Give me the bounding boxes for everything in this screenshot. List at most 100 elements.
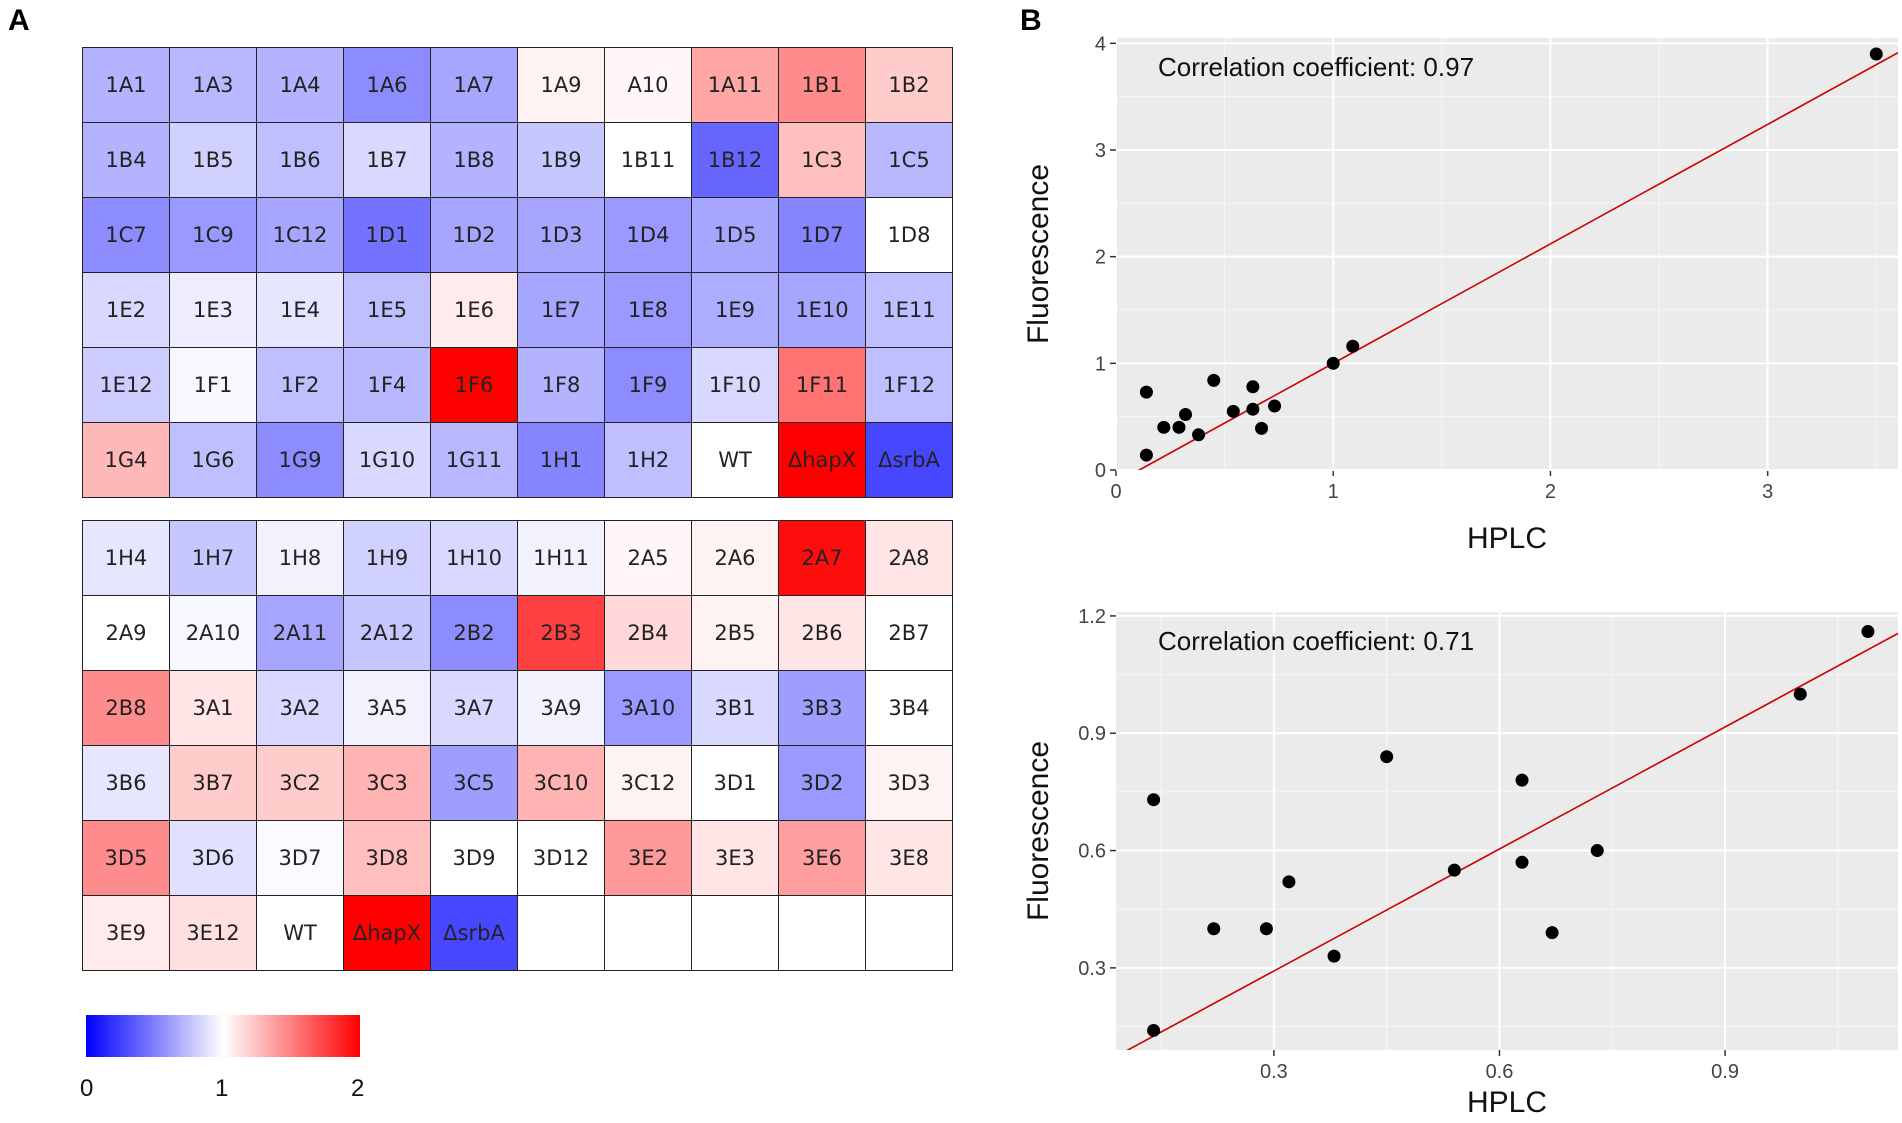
heatmap-cell: 1B8 (430, 122, 518, 198)
heatmap-cell: 3E6 (778, 820, 866, 896)
heatmap-cell (604, 895, 692, 971)
heatmap-cell: 3D12 (517, 820, 605, 896)
data-point (1793, 687, 1807, 701)
x-tick-label: 0 (1110, 481, 1121, 503)
heatmap-cell: 3C3 (343, 745, 431, 821)
x-tick-label: 0.6 (1486, 1061, 1514, 1083)
heatmap-cell: 1D1 (343, 197, 431, 273)
data-point (1246, 402, 1260, 416)
data-point (1246, 380, 1260, 394)
heatmap-cell: 1F12 (865, 347, 953, 423)
heatmap-row: 1E2 1E3 1E4 1E5 1E6 1E7 1E8 1E9 1E10 1E11 (82, 272, 953, 348)
heatmap-cell: 3A10 (604, 670, 692, 746)
heatmap-cell: 1G6 (169, 422, 257, 498)
heatmap-cell: 1C3 (778, 122, 866, 198)
heatmap-cell: 1H2 (604, 422, 692, 498)
heatmap-cell: WT (256, 895, 344, 971)
heatmap-cell: 1B12 (691, 122, 779, 198)
heatmap-cell: 1H8 (256, 520, 344, 596)
heatmap-cell: 2A12 (343, 595, 431, 671)
data-point (1207, 373, 1221, 387)
heatmap-cell: 1H4 (82, 520, 170, 596)
heatmap-top: 1A1 1A3 1A4 1A6 1A7 1A9 A10 1A11 1B1 1B2 1B4 1B5 1B6… (82, 47, 953, 498)
heatmap-cell: 3A5 (343, 670, 431, 746)
heatmap-cell: 1D4 (604, 197, 692, 273)
heatmap-cell: 2B8 (82, 670, 170, 746)
heatmap-cell (517, 895, 605, 971)
heatmap-row: 2B8 3A1 3A2 3A5 3A7 3A9 3A10 3B1 3B3 3B4 (82, 670, 953, 746)
data-point (1139, 448, 1153, 462)
y-tick-label: 0.3 (1078, 958, 1106, 980)
heatmap-cell: 3C12 (604, 745, 692, 821)
data-point (1346, 339, 1360, 353)
scatter-plot-2: 0.3 0.6 0.9 0.3 0.6 0.9 1.2 Correlation coeffic… (1022, 606, 1898, 1119)
x-tick-label: 0.3 (1260, 1061, 1288, 1083)
data-point (1590, 844, 1604, 858)
heatmap-cell: 3D7 (256, 820, 344, 896)
data-point (1207, 922, 1221, 936)
heatmap-cell: 2A11 (256, 595, 344, 671)
heatmap-cell: 1E10 (778, 272, 866, 348)
colorbar-tick-1: 1 (215, 1075, 229, 1102)
data-point (1447, 863, 1461, 877)
x-axis-label: HPLC (1467, 522, 1547, 555)
fit-line (1126, 632, 1898, 1050)
heatmap-cell: 1B11 (604, 122, 692, 198)
data-point (1515, 773, 1529, 787)
data-point (1157, 420, 1171, 434)
fit-line (1137, 52, 1898, 470)
x-axis-label: HPLC (1467, 1086, 1547, 1119)
heatmap-cell: 3D9 (430, 820, 518, 896)
heatmap-cell: 1E7 (517, 272, 605, 348)
heatmap-cell: 2A9 (82, 595, 170, 671)
x-tick-label: 3 (1762, 481, 1773, 503)
heatmap-cell: 3B1 (691, 670, 779, 746)
data-point (1869, 47, 1883, 61)
x-tick-label: 0.9 (1711, 1061, 1739, 1083)
heatmap-cell: 1E6 (430, 272, 518, 348)
heatmap-cell: 1B6 (256, 122, 344, 198)
heatmap-cell: 1E3 (169, 272, 257, 348)
data-point (1268, 399, 1282, 413)
heatmap-row: 1E12 1F1 1F2 1F4 1F6 1F8 1F9 1F10 1F11 1F12 (82, 347, 953, 423)
heatmap-cell (865, 895, 953, 971)
heatmap-cell (778, 895, 866, 971)
colorbar-tick-2: 2 (351, 1075, 365, 1102)
heatmap-cell (691, 895, 779, 971)
heatmap-cell: 1H10 (430, 520, 518, 596)
heatmap-cell: 3D6 (169, 820, 257, 896)
heatmap-row: 1H4 1H7 1H8 1H9 1H10 1H11 2A5 2A6 2A7 2A8 (82, 520, 953, 596)
plot-background (1116, 612, 1898, 1050)
heatmap-cell: ΔhapX (343, 895, 431, 971)
heatmap-cell: 1A9 (517, 47, 605, 123)
heatmap-cell: 1C5 (865, 122, 953, 198)
heatmap-cell: 1H9 (343, 520, 431, 596)
heatmap-cell: 1B5 (169, 122, 257, 198)
y-tick-label: 4 (1095, 33, 1106, 55)
heatmap-cell: 1E11 (865, 272, 953, 348)
heatmap-cell: 3D3 (865, 745, 953, 821)
heatmap-cell: 1D8 (865, 197, 953, 273)
data-point (1515, 855, 1529, 869)
correlation-annotation: Correlation coefficient: 0.71 (1158, 626, 1474, 656)
y-tick-label: 1.2 (1078, 606, 1106, 628)
heatmap-row: 1G4 1G6 1G9 1G10 1G11 1H1 1H2 WT ΔhapX ΔsrbA (82, 422, 953, 498)
heatmap-cell: 3C10 (517, 745, 605, 821)
heatmap-cell: 1H7 (169, 520, 257, 596)
heatmap-cell: 1A1 (82, 47, 170, 123)
heatmap-cell: 2B2 (430, 595, 518, 671)
data-point (1326, 356, 1340, 370)
heatmap-cell: 1A11 (691, 47, 779, 123)
heatmap-cell: 1F11 (778, 347, 866, 423)
y-axis-label: Fluorescence (1022, 164, 1055, 344)
heatmap-cell: 3E12 (169, 895, 257, 971)
heatmap-row: 3D5 3D6 3D7 3D8 3D9 3D12 3E2 3E3 3E6 3E8 (82, 820, 953, 896)
heatmap-cell: A10 (604, 47, 692, 123)
heatmap-cell: ΔsrbA (430, 895, 518, 971)
heatmap-cell: 1B2 (865, 47, 953, 123)
heatmap-cell: 2A10 (169, 595, 257, 671)
heatmap-cell: 1G11 (430, 422, 518, 498)
data-point (1545, 926, 1559, 940)
heatmap-cell: 1A7 (430, 47, 518, 123)
heatmap-row: 1B4 1B5 1B6 1B7 1B8 1B9 1B11 1B12 1C3 1C5 (82, 122, 953, 198)
